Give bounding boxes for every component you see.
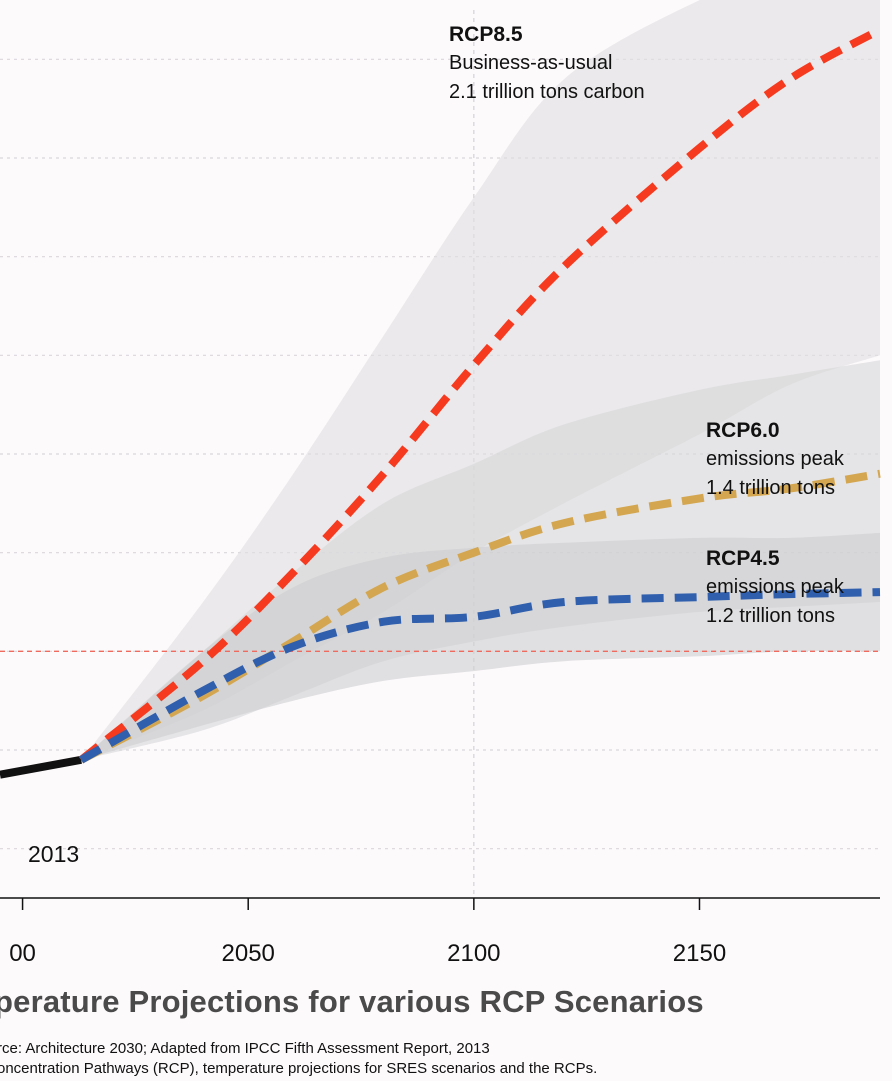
- series-line-rcp60: [79, 469, 881, 764]
- annotation-rcp85: RCP8.5 Business-as-usual 2.1 trillion to…: [449, 20, 645, 107]
- x-tick-label: 2100: [447, 940, 500, 967]
- annotation-rcp85-line1: Business-as-usual: [449, 52, 613, 74]
- chart-title: perature Projections for various RCP Sce…: [0, 984, 704, 1019]
- caption-description: oncentration Pathways (RCP), temperature…: [0, 1060, 598, 1077]
- x-tick-label: 2050: [222, 940, 275, 967]
- band-rcp45: [81, 532, 880, 760]
- annotation-rcp45: RCP4.5 emissions peak 1.2 trillion tons: [706, 544, 844, 631]
- annotation-rcp60-name: RCP6.0: [706, 419, 780, 442]
- series-line-rcp45: [79, 588, 881, 764]
- start-year-label: 2013: [28, 841, 79, 867]
- series-line-rcp85: [78, 26, 882, 764]
- annotation-rcp60: RCP6.0 emissions peak 1.4 trillion tons: [706, 416, 844, 503]
- annotation-rcp45-line2: 1.2 trillion tons: [706, 605, 835, 627]
- annotation-rcp45-line1: emissions peak: [706, 576, 844, 598]
- band-rcp85: [81, 0, 880, 760]
- x-tick-label: 00: [9, 940, 36, 967]
- annotation-rcp45-name: RCP4.5: [706, 547, 780, 570]
- annotation-rcp60-line1: emissions peak: [706, 448, 844, 470]
- annotation-rcp60-line2: 1.4 trillion tons: [706, 477, 835, 499]
- annotation-rcp85-name: RCP8.5: [449, 23, 523, 46]
- caption-source: rce: Architecture 2030; Adapted from IPC…: [0, 1040, 490, 1057]
- x-tick-label: 2150: [673, 940, 726, 967]
- annotation-rcp85-line2: 2.1 trillion tons carbon: [449, 81, 645, 103]
- historical-line: [0, 755, 82, 779]
